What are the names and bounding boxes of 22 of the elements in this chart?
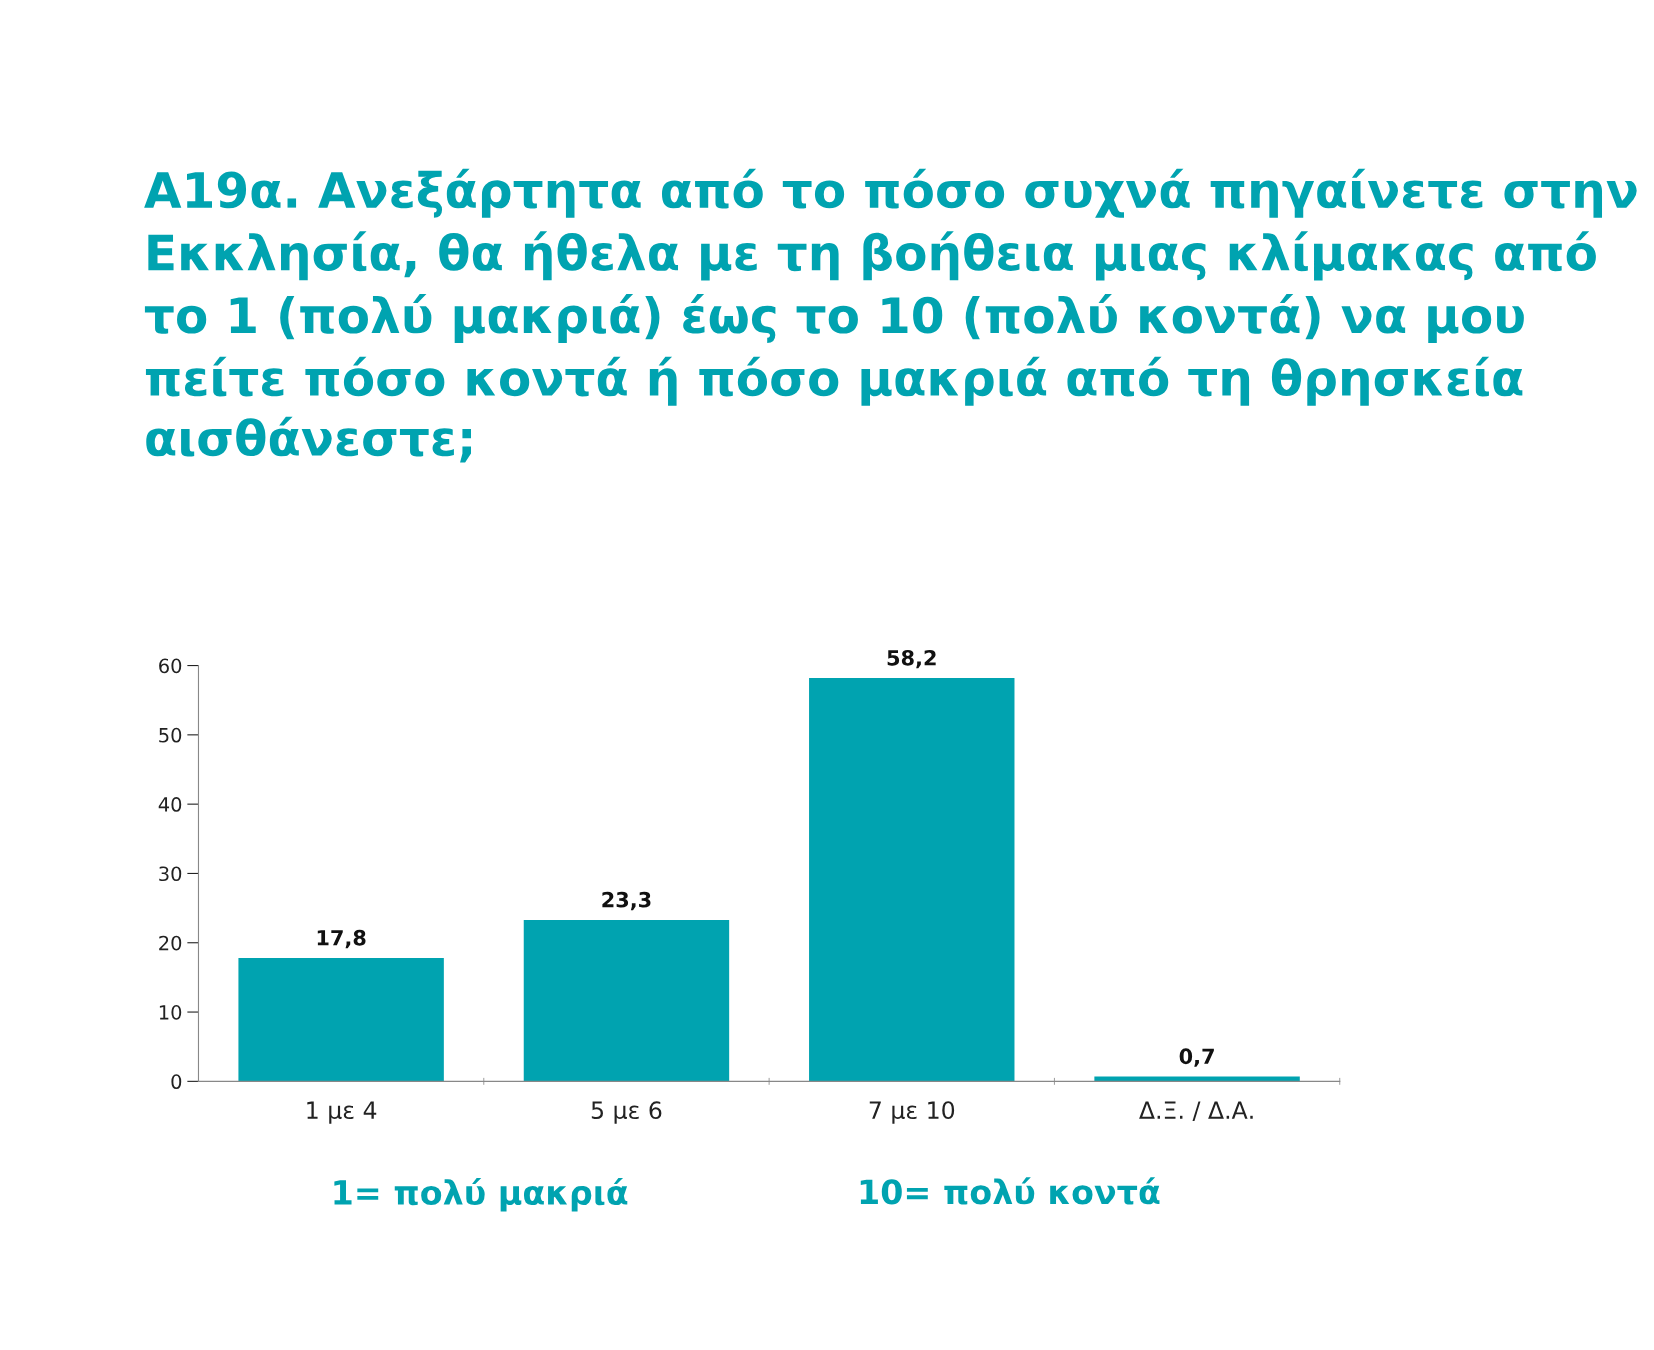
y-tick-label: 20 xyxy=(159,935,182,951)
bar xyxy=(238,958,444,1082)
chart-title: Α19α. Ανεξάρτητα από το πόσο συχνά πηγαίνετε στην Εκκλησία, θα ήθελα με τη βοήθεια μιας κλίμακας από το 1 (πολύ μακριά) έως το 10 (πολύ κοντά) να μου πείτε πόσο κοντά ή πόσο μακριά από τη θρησκεία αισθάνεστε; xyxy=(144,168,1637,463)
bar xyxy=(523,919,730,1082)
data-label: 58,2 xyxy=(887,649,936,669)
data-label: 23,3 xyxy=(602,891,651,911)
text: 10= πολύ κοντά xyxy=(860,1177,1160,1205)
x-tick-label: 1 με 4 xyxy=(307,1101,377,1124)
data-label: 0,7 xyxy=(1179,1048,1214,1067)
y-tick-label: 50 xyxy=(159,727,182,743)
y-tick-label: 10 xyxy=(159,1005,182,1020)
x-tick-label: Δ.Ξ. / Δ.Α. xyxy=(1139,1101,1253,1121)
data-label: 17,8 xyxy=(317,929,366,949)
y-tick-label: 40 xyxy=(158,797,182,812)
x-tick-label: 7 με 10 xyxy=(869,1101,955,1124)
y-tick-label: 30 xyxy=(159,866,182,882)
x-tick-label: 5 με 6 xyxy=(591,1101,662,1124)
bar xyxy=(809,678,1015,1082)
y-tick-label: 0 xyxy=(171,1074,182,1090)
text: 1= πολύ μακριά xyxy=(334,1177,628,1212)
bar xyxy=(1094,1076,1300,1082)
y-tick-label: 60 xyxy=(159,658,182,674)
